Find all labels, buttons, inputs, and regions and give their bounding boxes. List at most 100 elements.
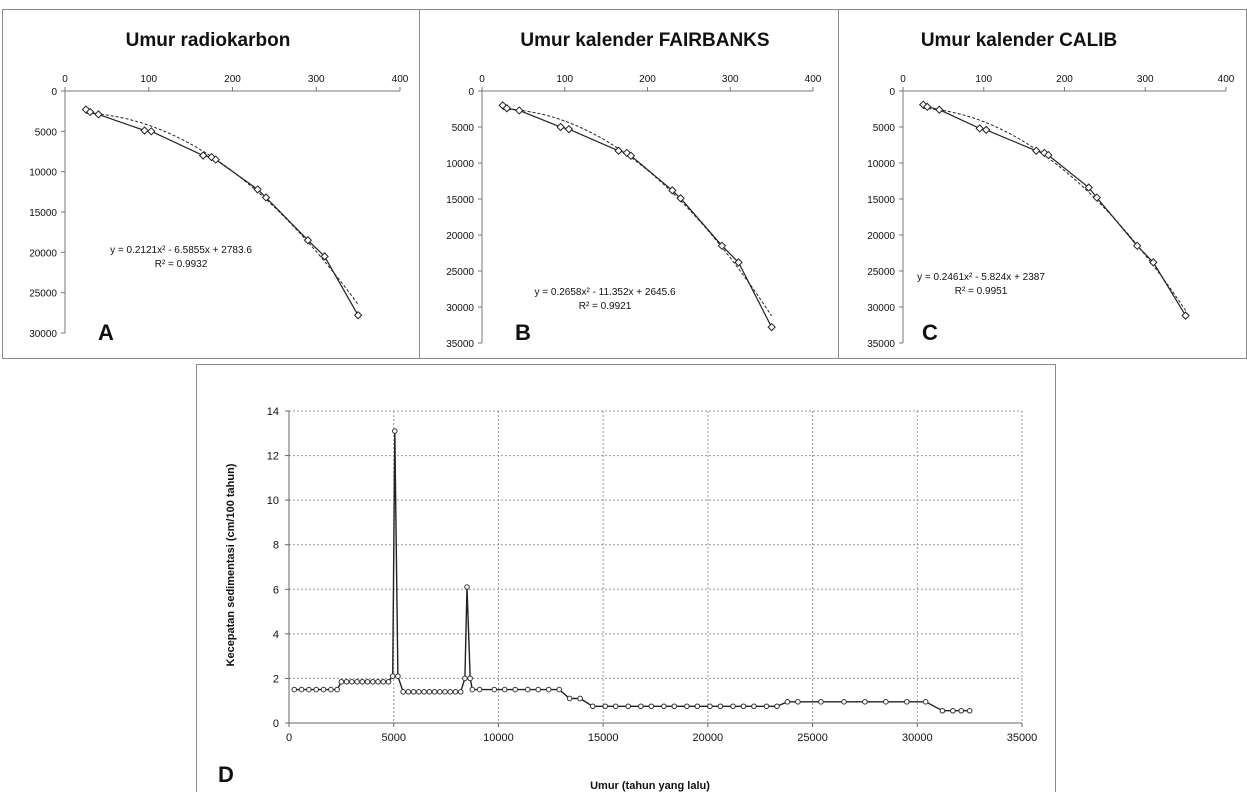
- chart-d-point: [751, 703, 757, 710]
- panel-a: Umur radiokarbon A y = 0.2121x² - 6.5855…: [2, 9, 420, 359]
- chart-d-x-tick-label: 35000: [1007, 732, 1038, 744]
- chart-d-point: [730, 703, 736, 710]
- chart-d-x-tick-label: 30000: [902, 732, 933, 744]
- chart-d-letter: D: [218, 762, 234, 787]
- chart-c-equation: y = 0.2461x² - 5.824x + 2387: [917, 272, 1045, 283]
- chart-d-point: [469, 686, 476, 693]
- chart-d-y-tick-label: 4: [273, 629, 279, 641]
- chart-c-y-tick-label: 0: [889, 87, 895, 98]
- chart-b-equation: y = 0.2658x² - 11.352x + 2645.6: [534, 287, 675, 298]
- panel-b: Umur kalender FAIRBANKS B y = 0.2658x² -…: [419, 9, 839, 359]
- chart-b-y-tick-label: 30000: [446, 303, 474, 314]
- chart-d-x-tick-label: 15000: [588, 732, 619, 744]
- chart-d-point: [380, 678, 387, 685]
- chart-d-point: [862, 699, 868, 705]
- chart-b-letter: B: [515, 320, 531, 345]
- chart-d-y-tick-label: 14: [267, 406, 279, 418]
- chart-c-point: [1032, 146, 1041, 155]
- chart-b-title: Umur kalender FAIRBANKS: [520, 30, 769, 51]
- chart-c-title: Umur kalender CALIB: [921, 30, 1117, 51]
- chart-d-point: [602, 703, 609, 710]
- chart-b-y-tick-label: 0: [468, 87, 474, 98]
- chart-a-y-tick-label: 10000: [29, 168, 57, 179]
- chart-b-y-tick-label: 35000: [446, 339, 474, 350]
- chart-a-point: [147, 127, 156, 136]
- chart-d-point: [298, 686, 305, 693]
- chart-d-point: [375, 678, 381, 685]
- chart-d-point: [476, 686, 483, 693]
- chart-d-series-line: [294, 431, 970, 712]
- chart-a-x-tick-label: 0: [62, 74, 68, 85]
- chart-a-y-tick-label: 15000: [29, 208, 57, 219]
- chart-d-point: [966, 707, 973, 714]
- chart-a-y-tick-label: 25000: [29, 289, 57, 300]
- chart-c-point: [1092, 193, 1102, 202]
- chart-d-point: [464, 584, 470, 590]
- chart-d-point: [431, 689, 438, 695]
- chart-d-point: [501, 686, 508, 693]
- chart-c-y-tick-label: 5000: [873, 123, 896, 134]
- chart-a-point: [320, 252, 329, 261]
- chart-d-point: [442, 689, 448, 695]
- chart-c-point: [923, 102, 932, 112]
- chart-b-x-tick-label: 100: [556, 74, 573, 85]
- chart-d-point: [648, 703, 655, 710]
- chart-d-point: [671, 703, 678, 710]
- chart-d-point: [338, 678, 345, 685]
- chart-a-point: [303, 236, 313, 245]
- chart-d-point: [436, 689, 443, 695]
- chart-c-x-tick-label: 300: [1137, 74, 1154, 85]
- chart-c-svg: Umur kalender CALIB C y = 0.2461x² - 5.8…: [867, 30, 1235, 350]
- chart-c-y-tick-label: 30000: [867, 303, 895, 314]
- chart-b-point: [515, 106, 524, 115]
- chart-a-x-tick-label: 300: [308, 74, 325, 85]
- chart-d-x-tick-label: 25000: [797, 732, 828, 744]
- chart-a-point: [140, 126, 149, 135]
- chart-b-point: [734, 258, 743, 267]
- chart-d-point: [684, 703, 690, 710]
- panel-d: D Umur (tahun yang lalu) Kecepatan sedim…: [196, 364, 1056, 792]
- chart-d-x-tick-label: 0: [286, 732, 292, 744]
- chart-a-y-tick-label: 30000: [29, 329, 57, 340]
- chart-b-y-tick-label: 15000: [446, 195, 474, 206]
- chart-d-point: [364, 678, 371, 685]
- chart-b-point: [564, 124, 574, 134]
- chart-c-y-tick-label: 10000: [867, 159, 895, 170]
- chart-c-point: [935, 105, 944, 114]
- chart-d-point: [774, 703, 780, 710]
- chart-d-point: [556, 686, 562, 693]
- chart-d-point: [313, 686, 320, 693]
- chart-b-svg: Umur kalender FAIRBANKS B y = 0.2658x² -…: [446, 30, 822, 350]
- chart-b-point: [676, 194, 685, 203]
- chart-c-letter: C: [922, 320, 938, 345]
- chart-a-x-tick-label: 400: [392, 74, 409, 85]
- chart-d-x-tick-label: 5000: [381, 732, 405, 744]
- chart-d-point: [391, 428, 398, 434]
- chart-d-point: [395, 673, 401, 680]
- chart-b-y-tick-label: 5000: [452, 123, 475, 134]
- chart-a-y-tick-label: 5000: [35, 127, 58, 138]
- chart-a-x-tick-label: 100: [140, 74, 157, 85]
- chart-c-x-tick-label: 400: [1218, 74, 1235, 85]
- chart-d-point: [334, 686, 340, 693]
- chart-d-point: [400, 689, 406, 695]
- chart-b-r2: R² = 0.9921: [579, 301, 632, 312]
- chart-d-point: [740, 703, 747, 710]
- chart-d-point: [612, 703, 619, 710]
- chart-a-equation: y = 0.2121x² - 6.5855x + 2783.6: [110, 245, 252, 256]
- chart-d-point: [349, 678, 355, 685]
- chart-d-point: [291, 686, 298, 693]
- panel-c: Umur kalender CALIB C y = 0.2461x² - 5.8…: [838, 9, 1247, 359]
- chart-b-x-tick-label: 0: [479, 74, 485, 85]
- chart-d-point: [343, 678, 350, 685]
- chart-d-svg: D Umur (tahun yang lalu) Kecepatan sedim…: [218, 406, 1038, 792]
- chart-d-point: [462, 675, 468, 682]
- chart-b-y-tick-label: 10000: [446, 159, 474, 170]
- chart-d-point: [566, 695, 573, 702]
- chart-d-point: [535, 686, 542, 693]
- chart-c-y-tick-label: 15000: [867, 195, 895, 206]
- chart-d-point: [545, 686, 552, 693]
- chart-d-point: [416, 689, 422, 695]
- chart-d-point: [795, 699, 801, 705]
- chart-d-point: [707, 703, 713, 710]
